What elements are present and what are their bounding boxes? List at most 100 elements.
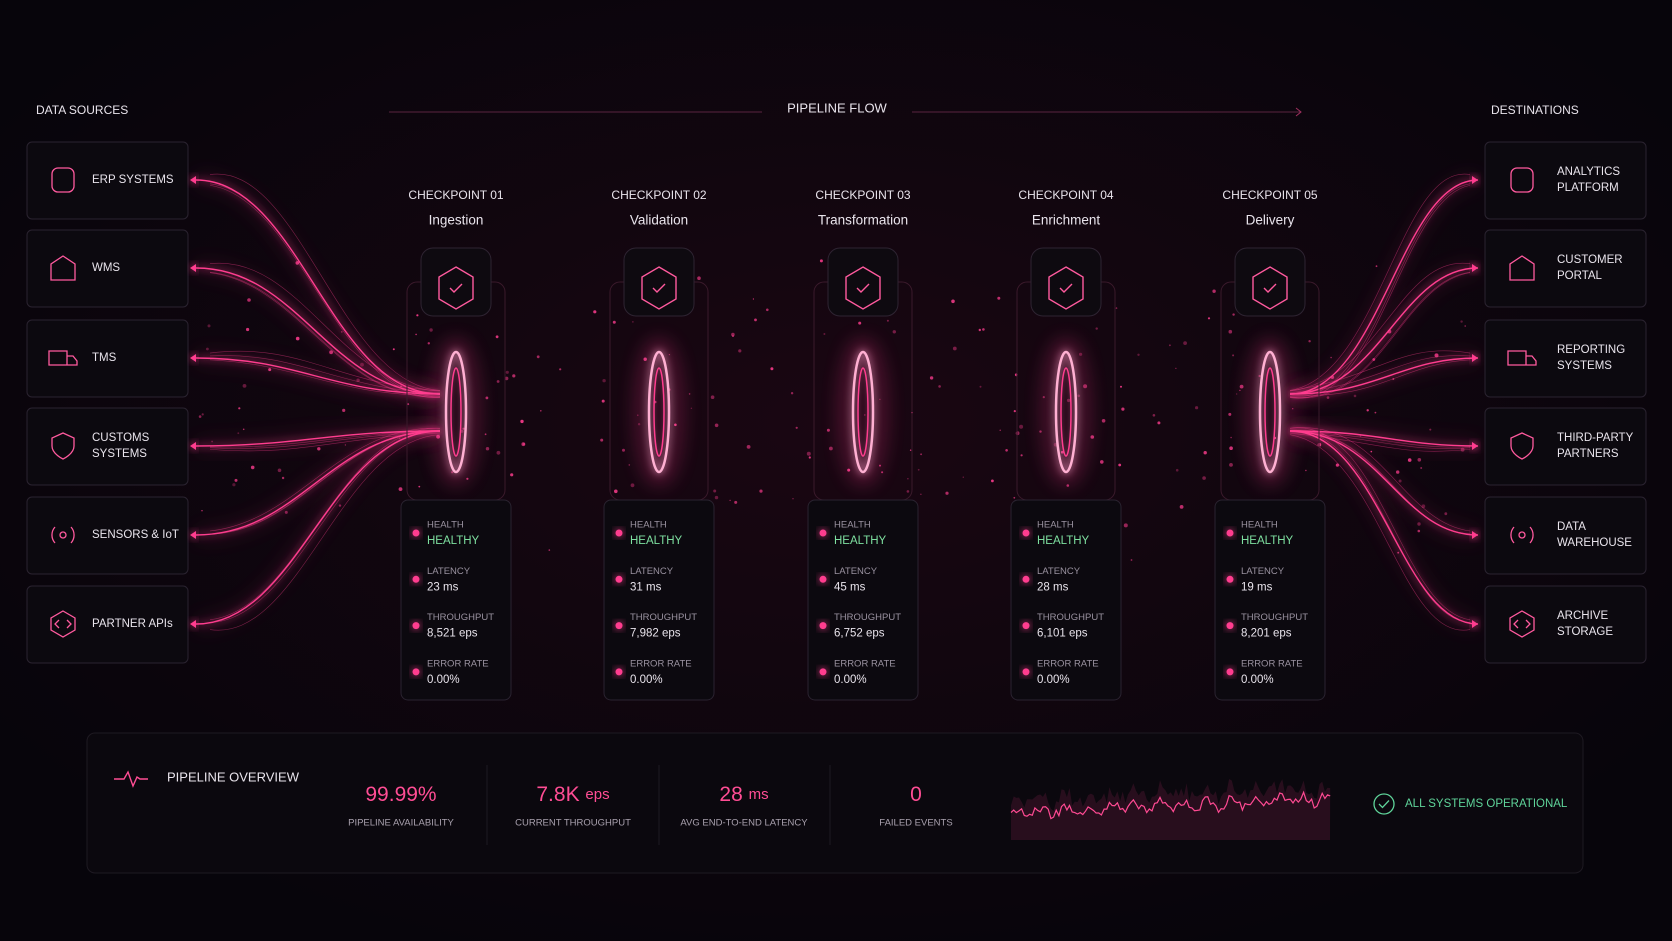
checkpoint-check: [856, 283, 870, 293]
particle: [1183, 341, 1187, 345]
sources-title: DATA SOURCES: [36, 103, 128, 117]
stat-value: 7.8K eps: [536, 783, 609, 806]
checkpoint-icon-box: [623, 247, 695, 317]
particle: [920, 453, 922, 456]
metric-label: LATENCY: [630, 566, 674, 577]
particle: [770, 367, 774, 371]
particle: [418, 485, 421, 488]
stat-unit: eps: [585, 786, 609, 803]
particle: [628, 464, 631, 466]
particle: [1203, 451, 1207, 455]
particle: [398, 487, 403, 491]
particle: [548, 549, 551, 551]
particle: [1090, 435, 1095, 439]
endpoint-label: SYSTEMS: [1557, 360, 1612, 372]
particle: [978, 328, 981, 332]
particle: [496, 380, 500, 383]
particle: [1121, 407, 1125, 411]
particle: [329, 350, 333, 355]
particle: [1232, 354, 1235, 357]
ring-inner: [857, 367, 869, 457]
particle: [504, 376, 509, 381]
metrics-card: [603, 499, 715, 701]
ring-inner: [653, 367, 665, 457]
particle: [938, 385, 941, 388]
endpoint-arrow: [1472, 354, 1478, 362]
status-check: [1378, 800, 1390, 809]
endpoint-label: PARTNERS: [1557, 448, 1619, 460]
metric-value: 23 ms: [427, 581, 459, 593]
icon-shape: [59, 531, 67, 539]
card-icon: [51, 167, 75, 193]
checkpoint-name: Delivery: [1246, 213, 1295, 228]
endpoint-label: PLATFORM: [1557, 182, 1619, 194]
icon-shape: [1509, 255, 1535, 281]
metric-dot: [1226, 622, 1234, 630]
stat-number: 0: [910, 783, 922, 806]
card-icon: [51, 526, 75, 544]
particle: [342, 408, 346, 412]
stat-label: PIPELINE AVAILABILITY: [348, 818, 454, 829]
metric-value: 0.00%: [1241, 674, 1274, 686]
particle: [277, 468, 282, 473]
particle: [1335, 463, 1339, 467]
metric-label: THROUGHPUT: [1241, 612, 1308, 623]
checkpoint-check: [449, 283, 463, 293]
particle: [201, 510, 203, 512]
endpoint-label: REPORTING: [1557, 344, 1625, 356]
particle: [754, 318, 757, 322]
particle: [1375, 265, 1378, 268]
stat-number: 99.99%: [365, 783, 436, 806]
particle: [909, 449, 912, 451]
particle: [991, 479, 994, 483]
endpoint-label: SENSORS & IoT: [92, 529, 179, 541]
ring: [1258, 350, 1282, 474]
flow-curve: [1289, 430, 1479, 625]
endpoint-card: [26, 229, 189, 308]
endpoint-label: ANALYTICS: [1557, 166, 1620, 178]
checkpoint-label: CHECKPOINT 05: [1222, 188, 1317, 202]
particle: [1392, 378, 1395, 380]
checkpoint-icon-box: [827, 247, 899, 317]
flow-title: PIPELINE FLOW: [787, 100, 887, 115]
endpoint-card: [26, 407, 189, 486]
particle: [907, 478, 909, 480]
endpoint-card: [26, 585, 189, 664]
metric-dot: [1022, 622, 1030, 630]
particle: [317, 447, 321, 451]
endpoint-arrow: [1472, 620, 1478, 628]
particle: [466, 477, 469, 480]
particle: [1179, 505, 1184, 509]
metric-value: HEALTHY: [630, 535, 683, 547]
particle: [1353, 394, 1357, 398]
particle: [962, 476, 964, 478]
sparkline-area: [1011, 779, 1331, 840]
checkpoint-icon: [438, 266, 474, 310]
metric-label: LATENCY: [1037, 566, 1081, 577]
particle: [485, 447, 490, 451]
metric-value: 7,982 eps: [630, 628, 681, 640]
endpoint-arrow: [1472, 442, 1478, 450]
flow-strand: [209, 427, 441, 621]
endpoint-card: [26, 141, 189, 220]
particle: [858, 321, 862, 325]
particle: [1330, 356, 1332, 359]
overview-panel: [86, 732, 1584, 874]
card-icon: [1509, 255, 1535, 281]
overview-title: PIPELINE OVERVIEW: [167, 769, 300, 784]
stat-number: 28: [719, 783, 742, 806]
particle: [407, 403, 410, 406]
particle: [808, 456, 811, 459]
flow-strand: [1289, 429, 1471, 535]
checkpoint-check: [652, 283, 666, 293]
particle: [1366, 409, 1369, 412]
flow-lines: [195, 174, 1479, 631]
stat-label: CURRENT THROUGHPUT: [515, 818, 631, 829]
endpoint-label: WMS: [92, 262, 120, 274]
particle: [906, 490, 910, 493]
endpoint-arrow: [190, 442, 196, 450]
particle: [1228, 412, 1232, 416]
particle: [1305, 469, 1307, 472]
status-icon: [1373, 793, 1395, 815]
metric-label: THROUGHPUT: [1037, 612, 1104, 623]
